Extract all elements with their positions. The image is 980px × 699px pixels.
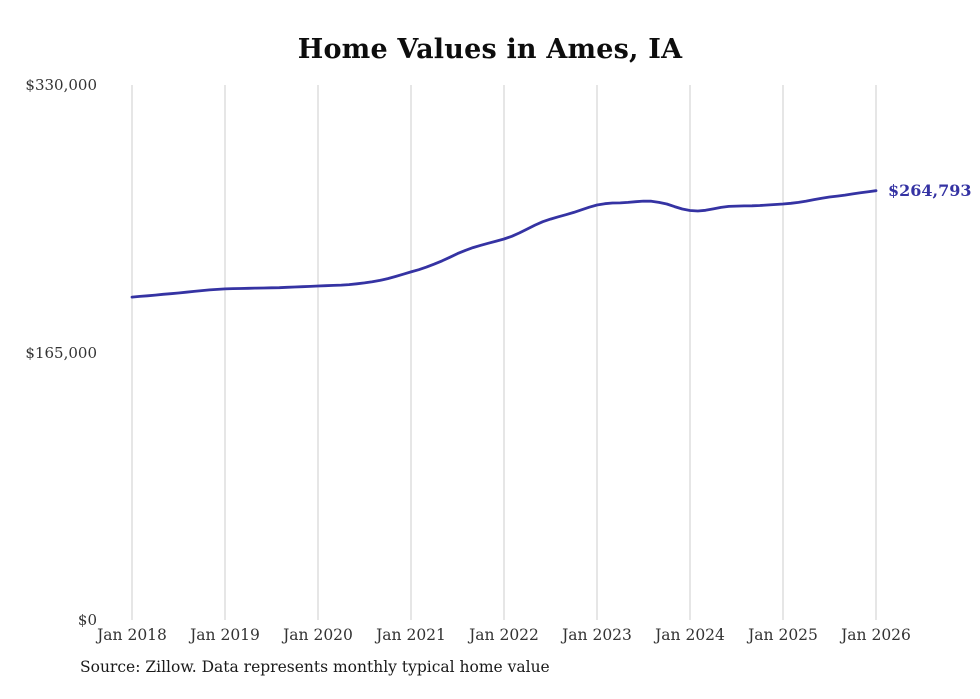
x-axis-tick-label: Jan 2019 (190, 626, 260, 644)
source-note: Source: Zillow. Data represents monthly … (80, 658, 550, 676)
x-axis-tick-label: Jan 2026 (841, 626, 911, 644)
x-axis: Jan 2018 Jan 2019 Jan 2020 Jan 2021 Jan 2022… (0, 626, 980, 648)
x-axis-tick-label: Jan 2023 (562, 626, 632, 644)
x-axis-tick-label: Jan 2025 (748, 626, 818, 644)
x-axis-tick-label: Jan 2022 (469, 626, 539, 644)
latest-value-label: $264,793 (888, 180, 972, 200)
y-axis-tick-label: $330,000 (25, 76, 97, 94)
x-axis-tick-label: Jan 2018 (97, 626, 167, 644)
x-axis-tick-label: Jan 2020 (283, 626, 353, 644)
y-axis: $330,000 $165,000 $0 (0, 0, 97, 699)
chart-title: Home Values in Ames, IA (297, 34, 683, 65)
value-line (130, 189, 878, 299)
x-axis-tick-label: Jan 2021 (376, 626, 446, 644)
y-axis-tick-label: $165,000 (25, 343, 97, 362)
y-axis-tick-label: $0 (77, 611, 97, 629)
x-axis-tick-label: Jan 2024 (655, 626, 725, 644)
